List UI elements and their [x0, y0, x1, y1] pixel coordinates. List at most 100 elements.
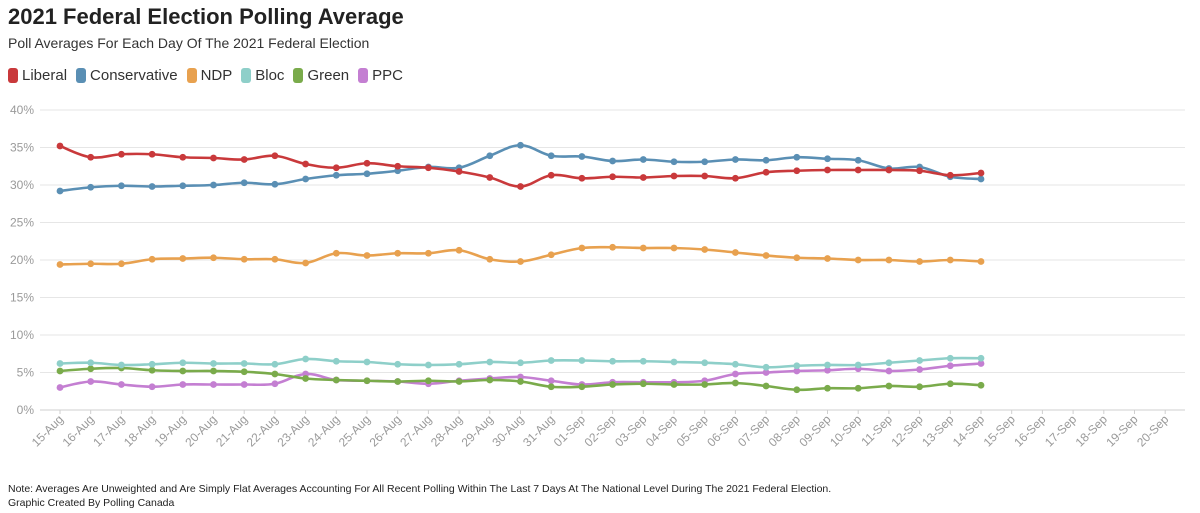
legend-item-ppc[interactable]: PPC	[358, 67, 403, 84]
x-tick-label: 03-Sep	[612, 412, 649, 449]
data-point-green	[425, 377, 432, 385]
data-point-liberal	[609, 173, 616, 181]
data-point-bloc	[670, 358, 678, 366]
data-point-green	[517, 378, 524, 385]
data-point-bloc	[639, 357, 647, 365]
data-point-conservative	[762, 156, 770, 164]
x-tick-label: 26-Aug	[367, 412, 404, 449]
legend-label: Green	[307, 67, 350, 84]
legend-swatch	[241, 68, 252, 83]
data-point-liberal	[732, 174, 739, 182]
x-tick-label: 10-Sep	[827, 412, 864, 449]
data-point-conservative	[240, 179, 248, 187]
data-point-liberal	[578, 174, 586, 182]
data-point-conservative	[517, 141, 524, 149]
data-point-ndp	[56, 261, 64, 268]
data-point-conservative	[332, 171, 340, 179]
data-point-bloc	[547, 357, 555, 364]
legend-item-green[interactable]: Green	[293, 67, 349, 84]
x-tick-label: 19-Aug	[152, 412, 189, 449]
data-point-conservative	[732, 156, 739, 163]
x-tick-label: 28-Aug	[428, 412, 465, 449]
data-point-ppc	[148, 383, 156, 391]
legend-label: Bloc	[255, 67, 285, 84]
x-tick-label: 24-Aug	[305, 412, 342, 449]
data-point-liberal	[394, 162, 402, 170]
x-tick-label: 19-Sep	[1103, 412, 1140, 449]
data-point-bloc	[271, 360, 279, 368]
legend-item-ndp[interactable]: NDP	[186, 67, 232, 84]
chart-title: 2021 Federal Election Polling Average	[8, 4, 404, 29]
x-tick-label: 27-Aug	[397, 412, 434, 449]
legend-swatch	[358, 68, 369, 83]
data-point-bloc	[609, 357, 616, 365]
data-point-ndp	[885, 256, 893, 264]
data-point-ndp	[609, 243, 616, 251]
x-tick-label: 02-Sep	[581, 412, 618, 449]
data-point-liberal	[916, 167, 923, 175]
data-point-green	[639, 380, 647, 388]
data-point-green	[854, 384, 862, 392]
data-point-bloc	[148, 360, 156, 368]
legend-swatch	[293, 68, 304, 83]
data-point-conservative	[639, 156, 647, 163]
data-point-ndp	[486, 255, 494, 263]
data-point-ndp	[578, 244, 586, 252]
legend-item-conservative[interactable]: Conservative	[76, 67, 178, 84]
data-point-conservative	[363, 170, 371, 178]
legend: Liberal Conservative NDP Bloc Green PPC	[8, 67, 403, 84]
legend-swatch	[76, 68, 87, 83]
data-point-ndp	[240, 255, 248, 263]
data-point-ndp	[762, 252, 770, 259]
data-point-conservative	[547, 152, 555, 160]
data-point-bloc	[885, 359, 893, 367]
data-point-ppc	[547, 377, 555, 385]
chart-subtitle: Poll Averages For Each Day Of The 2021 F…	[8, 35, 370, 51]
data-point-liberal	[639, 174, 647, 181]
data-point-green	[87, 365, 95, 373]
data-point-liberal	[701, 172, 709, 180]
data-point-green	[609, 381, 616, 388]
data-point-ndp	[977, 258, 985, 265]
data-point-green	[977, 381, 985, 389]
data-point-liberal	[179, 153, 187, 161]
data-point-green	[824, 384, 831, 392]
data-point-ndp	[916, 258, 923, 265]
data-point-ndp	[701, 246, 709, 253]
data-point-ndp	[455, 246, 463, 254]
x-tick-label: 29-Aug	[459, 412, 496, 449]
data-point-liberal	[793, 167, 801, 175]
x-tick-label: 13-Sep	[919, 412, 956, 449]
x-tick-label: 31-Aug	[520, 412, 557, 449]
data-point-bloc	[56, 360, 64, 367]
data-point-ppc	[732, 370, 739, 378]
data-point-conservative	[87, 183, 95, 191]
data-point-conservative	[609, 157, 616, 165]
data-point-bloc	[332, 357, 340, 365]
data-point-bloc	[425, 361, 432, 369]
data-point-bloc	[455, 360, 463, 368]
data-point-bloc	[517, 359, 524, 367]
data-point-bloc	[210, 360, 217, 367]
data-point-green	[486, 376, 494, 384]
x-tick-label: 17-Sep	[1042, 412, 1079, 449]
x-tick-label: 09-Sep	[796, 412, 833, 449]
data-point-bloc	[762, 363, 770, 371]
legend-item-bloc[interactable]: Bloc	[241, 67, 284, 84]
legend-item-liberal[interactable]: Liberal	[8, 67, 67, 84]
line-chart: 0%5%10%15%20%25%30%35%40%15-Aug16-Aug17-…	[10, 103, 1185, 449]
data-point-ppc	[946, 362, 954, 370]
data-point-bloc	[363, 358, 371, 366]
data-point-ndp	[87, 260, 95, 268]
x-tick-label: 18-Sep	[1073, 412, 1110, 449]
data-point-green	[885, 382, 893, 390]
data-point-liberal	[425, 164, 432, 172]
data-point-liberal	[977, 169, 985, 177]
data-point-ndp	[302, 259, 309, 267]
data-point-green	[578, 383, 586, 391]
data-point-ppc	[56, 384, 64, 391]
data-point-conservative	[793, 153, 801, 161]
data-point-conservative	[148, 183, 156, 190]
y-tick-label: 25%	[10, 216, 34, 230]
data-point-liberal	[547, 171, 555, 179]
